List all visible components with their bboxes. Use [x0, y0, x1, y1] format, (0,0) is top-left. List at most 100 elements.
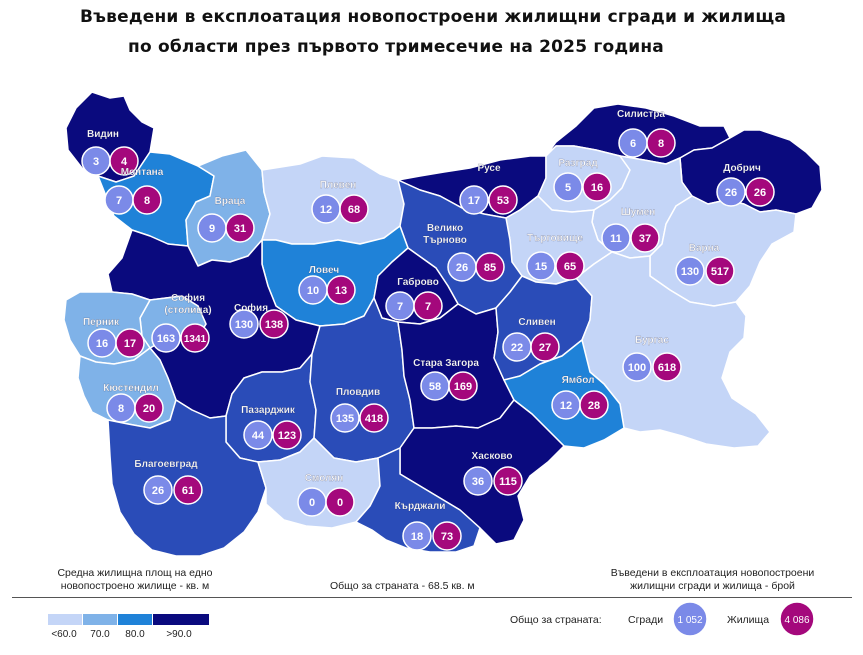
- dwellings-value: 20: [143, 403, 155, 415]
- buildings-value: 44: [252, 430, 265, 442]
- dwellings-circle: [432, 521, 462, 551]
- buildings-circle: [402, 521, 432, 551]
- region-name-label: Благоевград: [134, 459, 198, 470]
- dwellings-value: 123: [278, 430, 296, 442]
- dwellings-value: 73: [441, 531, 453, 543]
- legend-buildings-circle: [672, 601, 708, 637]
- buildings-value: 130: [235, 319, 253, 331]
- dwellings-circle: [173, 475, 203, 505]
- footer-divider: [12, 597, 852, 598]
- region-name-label: Перник: [83, 317, 120, 328]
- dwellings-value: 26: [754, 187, 766, 199]
- dwellings-circle: [448, 371, 478, 401]
- buildings-value: 16: [96, 338, 108, 350]
- dwellings-circle: [745, 177, 775, 207]
- region-name-label: Стара Загора: [413, 358, 479, 369]
- buildings-value: 163: [157, 333, 175, 345]
- legend-dwellings-circle: [779, 601, 815, 637]
- dwellings-circle: [493, 466, 523, 496]
- buildings-circle: [143, 475, 173, 505]
- dwellings-value: 0: [337, 497, 343, 509]
- dwellings-value: 68: [348, 204, 360, 216]
- legend-swatch-70: [83, 614, 117, 625]
- dwellings-value: 16: [591, 182, 603, 194]
- region-name-label: Варна: [689, 243, 720, 254]
- dwellings-value: 27: [539, 342, 551, 354]
- dwellings-circle: [630, 223, 660, 253]
- buildings-value: 7: [397, 301, 403, 313]
- buildings-value: 36: [472, 476, 484, 488]
- region-varna: [649, 195, 797, 307]
- buildings-circle: [463, 466, 493, 496]
- dwellings-value: 31: [234, 223, 246, 235]
- legend-dwellings-total: 4 086: [784, 615, 809, 626]
- buildings-circle: [330, 403, 360, 433]
- buildings-value: 130: [681, 266, 699, 278]
- dwellings-value: 115: [499, 476, 517, 488]
- region-name-label: Видин: [87, 129, 119, 140]
- map-title-line2: по области през първото тримесечие на 20…: [128, 37, 664, 57]
- buildings-value: 26: [152, 485, 164, 497]
- region-name-label: Ямбол: [562, 374, 595, 386]
- region-name-label: Велико: [427, 223, 463, 234]
- buildings-value: 15: [535, 261, 547, 273]
- buildings-value: 8: [118, 403, 124, 415]
- dwellings-circle: [530, 332, 560, 362]
- dwellings-circle: [109, 146, 139, 176]
- dwellings-value: 53: [497, 195, 509, 207]
- dwellings-circle: [579, 390, 609, 420]
- buildings-circle: [622, 352, 652, 382]
- dwellings-value: 37: [639, 233, 651, 245]
- buildings-circle: [151, 323, 181, 353]
- buildings-value: 11: [610, 233, 622, 245]
- buildings-value: 12: [560, 400, 572, 412]
- buildings-value: 7: [116, 195, 122, 207]
- dwellings-value: 1341: [184, 334, 207, 345]
- dwellings-circle: [652, 352, 682, 382]
- footer-left-line2: новопостроено жилище - кв. м: [60, 580, 210, 592]
- legend-total-label: Общо за страната:: [510, 614, 602, 626]
- dwellings-value: 138: [265, 319, 283, 331]
- dwellings-value: 8: [144, 195, 150, 207]
- dwellings-value: 85: [484, 262, 496, 274]
- dwellings-circle: [705, 256, 735, 286]
- buildings-value: 100: [628, 362, 646, 374]
- buildings-value: 135: [336, 413, 354, 425]
- legend-dwellings-label: Жилища: [727, 614, 769, 626]
- region-name-label: Пазарджик: [241, 405, 296, 416]
- region-name-label: Силистра: [617, 109, 665, 120]
- dwellings-circle: [475, 252, 505, 282]
- footer-right: Въведени в експлоатация новопостроени жи…: [600, 567, 825, 593]
- region-name-label: Шумен: [621, 207, 655, 218]
- buildings-value: 0: [309, 497, 315, 509]
- legend-tick-label: >90.0: [166, 629, 192, 640]
- buildings-circle: [601, 223, 631, 253]
- dwellings-circle: [326, 275, 356, 305]
- dwellings-value: 418: [365, 413, 383, 425]
- region-name-label: (столица): [164, 305, 211, 316]
- map-title-line1: Въведени в експлоатация новопостроени жи…: [80, 7, 787, 27]
- region-name-label: Търново: [423, 235, 467, 246]
- dwellings-value: 13: [335, 285, 347, 297]
- region-name-label: Русе: [477, 163, 501, 174]
- buildings-circle: [526, 251, 556, 281]
- buildings-value: 12: [320, 204, 332, 216]
- dwellings-value: 618: [658, 362, 676, 374]
- footer-left-line1: Средна жилищна площ на едно: [57, 567, 213, 579]
- dwellings-value: 65: [564, 261, 576, 273]
- legend-color-scale: [48, 614, 209, 625]
- region-name-label: Ловеч: [309, 265, 339, 276]
- region-name-label: София: [171, 292, 205, 304]
- buildings-value: 26: [456, 262, 468, 274]
- dwellings-value: 8: [658, 138, 664, 150]
- dwellings-value: 61: [182, 485, 194, 497]
- dwellings-circle: [259, 309, 289, 339]
- buildings-value: 5: [565, 182, 571, 194]
- dwellings-circle: [180, 323, 210, 353]
- legend-tick-label: <60.0: [51, 629, 77, 640]
- region-name-label: Разград: [558, 158, 598, 169]
- footer-right-line2: жилищни сгради и жилища - брой: [630, 580, 795, 592]
- dwellings-circle: [115, 328, 145, 358]
- dwellings-value: 4: [121, 156, 128, 168]
